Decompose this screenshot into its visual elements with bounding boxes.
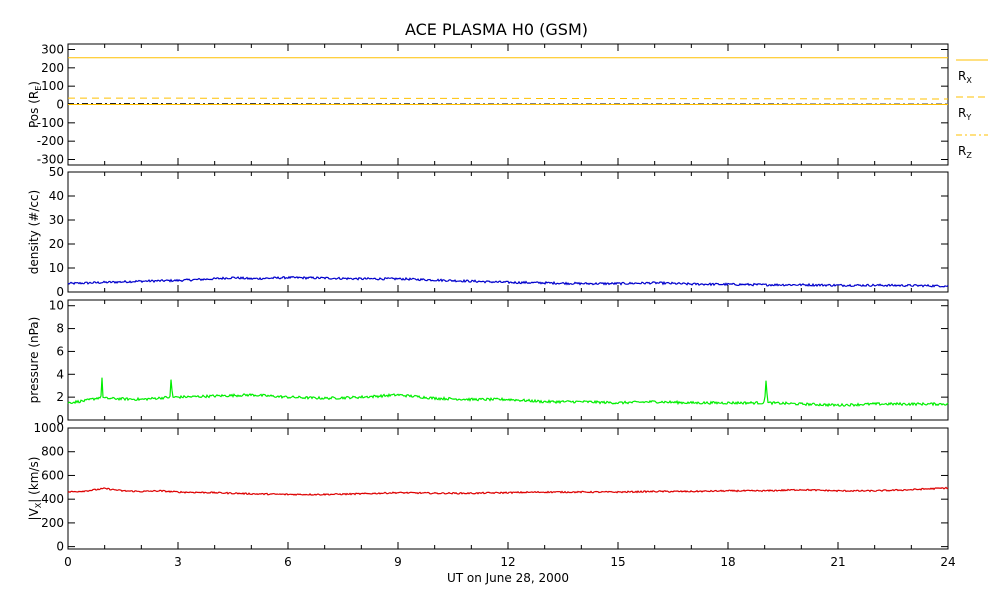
panel-4-ytick-label: 1000: [33, 421, 64, 435]
panel-3-ytick-label: 2: [56, 390, 64, 404]
panel-4-ytick-label: 0: [56, 540, 64, 554]
panel-3-ytick-label: 10: [49, 299, 64, 313]
panel-1-ytick-label: 100: [41, 79, 64, 93]
panel-2-ytick-label: 30: [49, 213, 64, 227]
xtick-label: 12: [500, 555, 515, 569]
panel-4-frame: [67, 427, 949, 550]
x-axis-label: UT on June 28, 2000: [447, 571, 569, 585]
panel-4-ytick-label: 200: [41, 516, 64, 530]
panel-2-ytick-label: 50: [49, 165, 64, 179]
series-density-line: [67, 275, 949, 288]
legend-ry-label: RY: [958, 106, 971, 122]
panel-4-ytick-label: 400: [41, 492, 64, 506]
panel-2-ylabel: density (#/cc): [27, 190, 41, 274]
xtick-label: 21: [830, 555, 845, 569]
series-pressure-line: [67, 377, 949, 408]
panel-1-ytick-label: -300: [37, 153, 64, 167]
xtick-label: 24: [940, 555, 955, 569]
xtick-label: 0: [64, 555, 72, 569]
panel-4-ytick-label: 600: [41, 468, 64, 482]
xtick-label: 3: [174, 555, 182, 569]
panel-2-ytick-label: 10: [49, 261, 64, 275]
panel-1-ytick-label: -200: [37, 134, 64, 148]
panel-3-frame: [67, 299, 949, 421]
xtick-label: 9: [394, 555, 402, 569]
panel-3-ytick-label: 0: [56, 413, 64, 427]
xtick-label: 6: [284, 555, 292, 569]
panel-2-ytick-label: 0: [56, 285, 64, 299]
panel-3-ytick-label: 8: [56, 322, 64, 336]
panel-1-ytick-label: 200: [41, 61, 64, 75]
panel-3-ylabel: pressure (nPa): [27, 317, 41, 404]
series-vx-line: [67, 486, 949, 496]
xtick-label: 15: [610, 555, 625, 569]
panel-1-ytick-label: 0: [56, 98, 64, 112]
legend-rz-label: RZ: [958, 144, 972, 160]
series-ry-line: [67, 97, 949, 100]
panel-3-ytick-label: 4: [56, 367, 64, 381]
panel-4-ytick-label: 800: [41, 445, 64, 459]
panel-2-ytick-label: 40: [49, 189, 64, 203]
panel-2-frame: [67, 171, 949, 293]
chart-title: ACE PLASMA H0 (GSM): [404, 20, 589, 39]
panel-1-ylabel: Pos (RE): [27, 81, 43, 128]
xtick-label: 18: [720, 555, 735, 569]
panel-1-ytick-label: -100: [37, 116, 64, 130]
legend-rx-label: RX: [958, 69, 972, 85]
panel-4-ylabel: |VX| (km/s): [27, 457, 43, 521]
panel-2-ytick-label: 20: [49, 237, 64, 251]
panel-1-ytick-label: 300: [41, 43, 64, 57]
panel-3-ytick-label: 6: [56, 344, 64, 358]
